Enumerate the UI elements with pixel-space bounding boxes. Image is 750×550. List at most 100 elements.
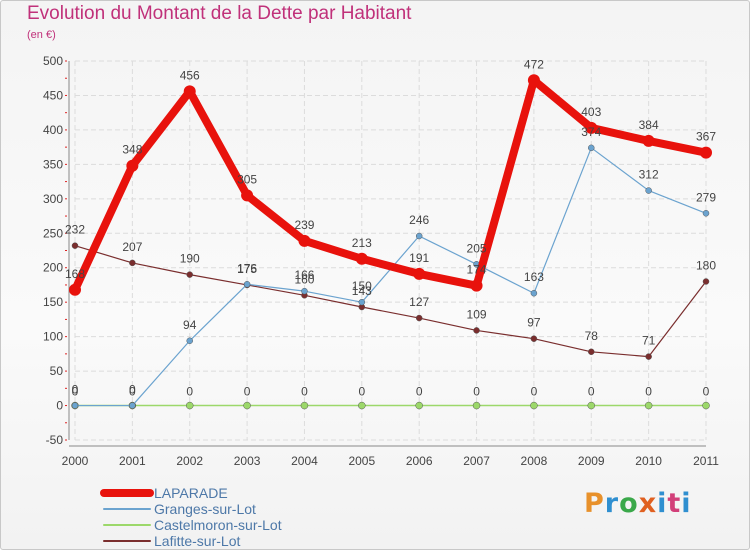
data-point-laparade bbox=[700, 146, 712, 159]
data-label-laparade: 174 bbox=[467, 263, 487, 277]
data-point-granges-sur-lot bbox=[530, 289, 538, 297]
data-label-laparade: 213 bbox=[352, 236, 372, 250]
data-label-lafitte-sur-lot: 232 bbox=[65, 223, 85, 237]
data-point-lafitte-sur-lot bbox=[186, 271, 193, 278]
legend-label-granges-sur-lot: Granges-sur-Lot bbox=[154, 501, 256, 517]
data-point-laparade bbox=[413, 267, 426, 280]
data-point-lafitte-sur-lot bbox=[473, 327, 480, 334]
data-point-castelmoron-sur-lot bbox=[185, 401, 194, 410]
data-label-laparade: 168 bbox=[65, 267, 85, 281]
data-point-granges-sur-lot bbox=[645, 187, 652, 194]
data-label-granges-sur-lot: 205 bbox=[467, 241, 487, 255]
x-tick-label: 2011 bbox=[693, 454, 719, 468]
data-point-castelmoron-sur-lot bbox=[300, 401, 309, 410]
chart-subtitle: (en €) bbox=[27, 29, 56, 41]
y-tick-label: 0 bbox=[56, 399, 63, 413]
data-label-granges-sur-lot: 0 bbox=[129, 383, 136, 397]
data-label-lafitte-sur-lot: 127 bbox=[409, 295, 429, 309]
data-label-castelmoron-sur-lot: 0 bbox=[244, 385, 251, 399]
data-point-laparade bbox=[470, 279, 483, 292]
data-point-laparade bbox=[642, 134, 655, 147]
data-label-castelmoron-sur-lot: 0 bbox=[473, 385, 480, 399]
data-point-laparade bbox=[585, 121, 598, 134]
data-label-granges-sur-lot: 163 bbox=[524, 270, 544, 284]
data-label-laparade: 472 bbox=[524, 57, 544, 71]
data-point-lafitte-sur-lot bbox=[588, 348, 595, 356]
x-tick-label: 2003 bbox=[234, 454, 261, 468]
x-tick-label: 2000 bbox=[62, 454, 89, 468]
y-tick-label: 400 bbox=[43, 123, 63, 137]
data-point-granges-sur-lot bbox=[129, 402, 136, 409]
data-label-lafitte-sur-lot: 97 bbox=[527, 316, 541, 330]
x-tick-label: 2010 bbox=[635, 454, 662, 468]
data-label-lafitte-sur-lot: 175 bbox=[237, 262, 257, 276]
data-label-lafitte-sur-lot: 71 bbox=[642, 334, 656, 348]
data-label-castelmoron-sur-lot: 0 bbox=[129, 385, 136, 399]
legend-label-lafitte-sur-lot: Lafitte-sur-Lot bbox=[154, 533, 240, 549]
data-label-castelmoron-sur-lot: 0 bbox=[186, 385, 193, 399]
data-point-laparade bbox=[126, 159, 139, 172]
data-label-laparade: 456 bbox=[180, 68, 200, 82]
data-point-laparade bbox=[355, 252, 368, 265]
data-point-granges-sur-lot bbox=[71, 402, 79, 409]
data-point-castelmoron-sur-lot bbox=[530, 401, 538, 410]
y-tick-label: 100 bbox=[43, 330, 63, 344]
data-label-castelmoron-sur-lot: 0 bbox=[301, 385, 308, 399]
data-label-granges-sur-lot: 150 bbox=[352, 279, 372, 293]
data-point-laparade bbox=[298, 234, 311, 247]
data-point-castelmoron-sur-lot bbox=[702, 401, 710, 410]
data-label-granges-sur-lot: 166 bbox=[294, 268, 314, 282]
data-label-granges-sur-lot: 176 bbox=[237, 261, 257, 275]
series-line-laparade bbox=[71, 76, 710, 294]
y-tick-label: 350 bbox=[43, 157, 63, 171]
data-label-castelmoron-sur-lot: 0 bbox=[416, 385, 423, 399]
data-label-lafitte-sur-lot: 109 bbox=[467, 307, 487, 321]
data-label-granges-sur-lot: 0 bbox=[72, 383, 79, 397]
data-label-castelmoron-sur-lot: 0 bbox=[588, 385, 595, 399]
data-point-lafitte-sur-lot bbox=[129, 259, 136, 267]
data-point-castelmoron-sur-lot bbox=[358, 401, 366, 410]
y-tick-label: 200 bbox=[43, 261, 63, 275]
data-point-granges-sur-lot bbox=[243, 281, 251, 288]
data-label-castelmoron-sur-lot: 0 bbox=[531, 385, 538, 399]
data-point-castelmoron-sur-lot bbox=[243, 401, 251, 410]
x-tick-label: 2005 bbox=[348, 454, 375, 468]
data-point-lafitte-sur-lot bbox=[415, 314, 423, 322]
data-point-laparade bbox=[241, 189, 254, 202]
data-label-castelmoron-sur-lot: 0 bbox=[645, 385, 652, 399]
data-label-castelmoron-sur-lot: 0 bbox=[358, 385, 365, 399]
y-tick-label: 300 bbox=[43, 192, 63, 206]
data-label-granges-sur-lot: 279 bbox=[696, 190, 716, 204]
chart-title: Evolution du Montant de la Dette par Hab… bbox=[27, 3, 412, 24]
data-point-laparade bbox=[527, 74, 540, 87]
legend-label-laparade: LAPARADE bbox=[154, 485, 228, 501]
data-point-laparade bbox=[183, 85, 196, 98]
data-label-laparade: 305 bbox=[237, 172, 257, 186]
y-tick-label: 250 bbox=[43, 226, 63, 240]
data-label-castelmoron-sur-lot: 0 bbox=[703, 385, 710, 399]
data-label-castelmoron-sur-lot: 0 bbox=[72, 385, 79, 399]
data-label-lafitte-sur-lot: 143 bbox=[352, 284, 372, 298]
data-label-granges-sur-lot: 94 bbox=[183, 318, 197, 332]
data-label-lafitte-sur-lot: 180 bbox=[696, 259, 716, 273]
data-label-laparade: 403 bbox=[581, 105, 601, 119]
y-tick-label: 450 bbox=[43, 88, 63, 102]
y-tick-label: 500 bbox=[43, 54, 63, 68]
x-tick-label: 2009 bbox=[578, 454, 605, 468]
series-line-granges-sur-lot bbox=[74, 147, 707, 407]
data-label-lafitte-sur-lot: 190 bbox=[180, 252, 200, 266]
data-label-laparade: 384 bbox=[639, 118, 659, 132]
data-point-lafitte-sur-lot bbox=[645, 353, 652, 360]
proxiti-logo: Proxiti bbox=[584, 488, 692, 519]
y-tick-label: -50 bbox=[46, 433, 64, 447]
data-point-granges-sur-lot bbox=[588, 144, 595, 152]
data-label-lafitte-sur-lot: 207 bbox=[122, 240, 142, 254]
x-tick-label: 2004 bbox=[291, 454, 318, 468]
data-label-granges-sur-lot: 374 bbox=[581, 125, 601, 139]
data-point-granges-sur-lot bbox=[702, 210, 710, 217]
data-point-granges-sur-lot bbox=[301, 287, 308, 295]
x-tick-label: 2002 bbox=[176, 454, 203, 468]
data-label-lafitte-sur-lot: 160 bbox=[294, 272, 314, 286]
data-label-granges-sur-lot: 312 bbox=[639, 168, 659, 182]
